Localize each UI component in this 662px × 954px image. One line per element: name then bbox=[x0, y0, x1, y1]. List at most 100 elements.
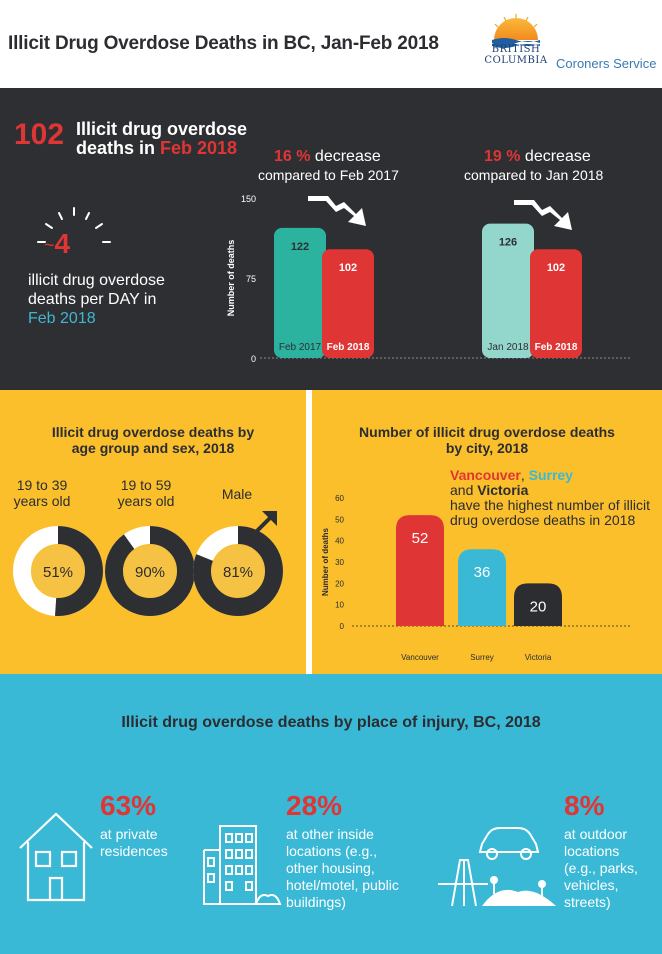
bar-category-label: Feb 2018 bbox=[327, 342, 370, 353]
bar bbox=[530, 249, 582, 358]
y-tick-label: 0 bbox=[340, 622, 345, 631]
age-label-1: 19 to 39 years old bbox=[0, 477, 84, 509]
caption-line-2: deaths in Feb 2018 bbox=[76, 139, 276, 158]
y-axis-label: Number of deaths bbox=[321, 527, 330, 596]
y-tick-label: 50 bbox=[335, 515, 344, 524]
age-title-line-2: age group and sex, 2018 bbox=[71, 440, 235, 456]
y-tick-label: 150 bbox=[241, 194, 256, 204]
bar bbox=[458, 549, 506, 626]
city-note: Vancouver, Surrey and Victoria have the … bbox=[450, 468, 650, 528]
donut-arc bbox=[105, 526, 195, 616]
bar-value-label: 102 bbox=[339, 262, 357, 274]
note-rest: have the highest number of illicit drug … bbox=[450, 497, 650, 528]
logo-line-1: BRITISH bbox=[491, 44, 541, 55]
age-label-1-line-1: 19 to 39 bbox=[16, 477, 68, 493]
y-tick-label: 10 bbox=[335, 601, 344, 610]
bar-value-label: 20 bbox=[530, 598, 547, 615]
y-tick-label: 40 bbox=[335, 537, 344, 546]
age-label-2: 19 to 59 years old bbox=[104, 477, 188, 509]
bar-category-label: Surrey bbox=[470, 653, 494, 662]
note-city-1: Vancouver bbox=[450, 467, 521, 483]
place-3-line: at outdoor bbox=[564, 826, 628, 842]
place-3-text: at outdoor locations (e.g., parks, vehic… bbox=[564, 826, 638, 911]
bc-logo-text: BRITISH COLUMBIA bbox=[478, 44, 554, 66]
comparison-1-headline: 16 % decrease bbox=[274, 148, 381, 166]
caption-month: Feb 2018 bbox=[160, 138, 238, 158]
place-3-line: vehicles, bbox=[564, 877, 619, 893]
place-3-pct: 8% bbox=[564, 790, 605, 821]
donut-pct-label: 51% bbox=[43, 564, 73, 581]
city-title-line-1: Number of illicit drug overdose deaths bbox=[359, 424, 615, 440]
place-2-line: at other inside bbox=[286, 826, 374, 842]
age-donut-charts: 51% 90% 81% bbox=[13, 526, 283, 616]
place-3-line: locations bbox=[564, 843, 620, 859]
comparison-2-headline: 19 % decrease bbox=[484, 148, 591, 166]
bar-category-label: Jan 2018 bbox=[487, 342, 529, 353]
male-symbol-icon bbox=[252, 511, 277, 536]
place-1-line: residences bbox=[100, 843, 168, 859]
place-2-line: locations (e.g., bbox=[286, 843, 378, 859]
per-day-value: 4 bbox=[54, 228, 71, 259]
death-count-caption: Illicit drug overdose deaths in Feb 2018 bbox=[76, 120, 276, 158]
donut-arc bbox=[193, 526, 283, 616]
place-2-pct: 28% bbox=[286, 790, 343, 821]
per-day-caption: illicit drug overdose deaths per DAY in … bbox=[28, 271, 228, 328]
bar-category-label: Vancouver bbox=[401, 653, 439, 662]
age-label-3: Male bbox=[200, 486, 274, 502]
donut-pct-label: 81% bbox=[223, 564, 253, 581]
age-title-line-1: Illicit drug overdose deaths by bbox=[51, 424, 255, 440]
age-label-2-line-2: years old bbox=[117, 493, 175, 509]
city-section-title: Number of illicit drug overdose deaths b… bbox=[312, 424, 662, 456]
age-label-1-line-2: years old bbox=[13, 493, 71, 509]
age-label-2-line-1: 19 to 59 bbox=[120, 477, 172, 493]
bar-category-label: Feb 2017 bbox=[279, 342, 322, 353]
comparison-2-pct: 19 % bbox=[484, 148, 521, 165]
per-day-line-2: deaths per DAY in bbox=[28, 291, 157, 308]
bar bbox=[396, 515, 444, 626]
place-1-text: at private residences bbox=[100, 826, 168, 860]
house-icon bbox=[19, 812, 93, 902]
per-day-count: ~4 bbox=[44, 228, 70, 260]
y-axis-label: Number of deaths bbox=[226, 240, 236, 317]
bar bbox=[274, 227, 326, 358]
bar-category-label: Victoria bbox=[525, 653, 552, 662]
comparison-2-sub: compared to Jan 2018 bbox=[464, 167, 604, 183]
donut-arc bbox=[13, 526, 103, 616]
donut-center bbox=[124, 545, 176, 597]
age-section-title: Illicit drug overdose deaths by age grou… bbox=[0, 424, 306, 456]
bar bbox=[322, 249, 374, 358]
age-label-3-line-1: Male bbox=[221, 486, 253, 502]
comparison-1-word: decrease bbox=[310, 148, 381, 165]
alarm-burst-icon bbox=[37, 207, 111, 243]
place-2-line: other housing, bbox=[286, 860, 375, 876]
bar-value-label: 126 bbox=[499, 237, 517, 249]
place-3-line: streets) bbox=[564, 894, 611, 910]
bar-value-label: 102 bbox=[547, 262, 565, 274]
note-comma: , bbox=[520, 467, 529, 483]
death-count: 102 bbox=[14, 118, 65, 151]
place-2-line: hotel/motel, public bbox=[286, 877, 399, 893]
bar-value-label: 122 bbox=[291, 241, 309, 253]
per-day-approx: ~ bbox=[44, 235, 55, 256]
caption-prefix: deaths in bbox=[76, 138, 161, 158]
bar-category-label: Feb 2018 bbox=[535, 342, 578, 353]
decrease-arrow-icon bbox=[514, 200, 572, 230]
y-tick-label: 75 bbox=[246, 274, 256, 284]
donut-center bbox=[32, 545, 84, 597]
place-3-line: (e.g., parks, bbox=[564, 860, 638, 876]
decrease-arrow-icon bbox=[308, 196, 366, 226]
donut-center bbox=[212, 545, 264, 597]
service-name: Coroners Service bbox=[556, 56, 657, 71]
caption-line-1: Illicit drug overdose bbox=[76, 119, 248, 139]
place-1-pct: 63% bbox=[100, 790, 157, 821]
place-1-line: at private bbox=[100, 826, 158, 842]
bar bbox=[514, 583, 562, 626]
bar-value-label: 52 bbox=[412, 530, 429, 547]
y-tick-label: 20 bbox=[335, 579, 344, 588]
per-day-line-1: illicit drug overdose bbox=[28, 272, 165, 289]
y-tick-label: 0 bbox=[251, 354, 256, 364]
place-2-line: buildings) bbox=[286, 894, 346, 910]
bar bbox=[482, 223, 534, 358]
section-divider bbox=[306, 390, 312, 674]
